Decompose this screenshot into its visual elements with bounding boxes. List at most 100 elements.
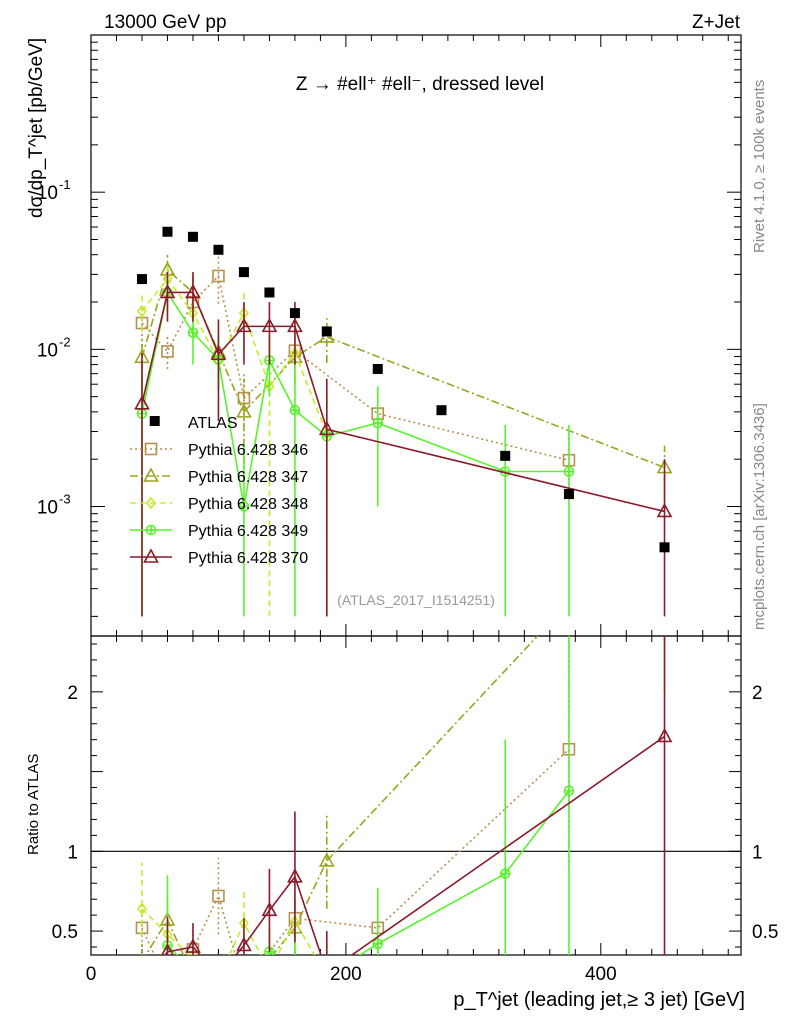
atlas-data-point xyxy=(500,450,511,461)
series-layer xyxy=(134,226,673,1011)
legend-marker xyxy=(145,496,157,510)
ratio-point xyxy=(214,974,223,983)
atlas-data-point xyxy=(659,542,670,553)
plot-title: Z → #ell⁺ #ell⁻, dressed level xyxy=(296,74,544,95)
y-tick-label-exp: -1 xyxy=(59,177,71,192)
atlas-data-point xyxy=(436,405,447,416)
mcplots-label: mcplots.cern.ch [arXiv:1306.3436] xyxy=(751,403,768,630)
ratio-point xyxy=(136,902,148,916)
atlas-data-point xyxy=(187,231,198,242)
atlas-data-point xyxy=(149,415,160,426)
main-plot-frame: 10-310-210-1 xyxy=(37,34,742,955)
data-point xyxy=(563,466,575,477)
legend-marker xyxy=(145,524,157,536)
ratio-point xyxy=(287,868,303,883)
atlas-data-point xyxy=(213,244,224,255)
y-axis-label: dσ/dp_T^jet [pb/GeV] xyxy=(26,38,47,218)
series-pythia-6-428-347-ratio-line xyxy=(144,636,539,955)
watermark: (ATLAS_2017_I1514251) xyxy=(337,592,495,608)
data-point xyxy=(656,502,673,518)
atlas-data-point xyxy=(264,287,275,298)
main-frame-box xyxy=(90,34,742,637)
data-point xyxy=(289,404,301,416)
data-point xyxy=(185,283,201,299)
legend-entry: Pythia 6.428 346 xyxy=(188,442,308,459)
legend-marker xyxy=(144,442,158,456)
ratio-point xyxy=(188,966,197,975)
data-point xyxy=(136,304,148,318)
data-point xyxy=(236,403,252,418)
ratio-point xyxy=(265,966,273,976)
ratio-point xyxy=(236,936,252,952)
legend-entry: Pythia 6.428 348 xyxy=(188,496,308,513)
ratio-tick-label-right: 1 xyxy=(752,842,763,863)
y-tick-label: 10 xyxy=(37,340,58,361)
legend-entry: Pythia 6.428 349 xyxy=(188,523,308,540)
header-left: 13000 GeV pp xyxy=(104,12,227,33)
data-point xyxy=(161,345,174,358)
series-pythia-6-428-346-ratio xyxy=(135,636,576,991)
ratio-tick-label: 1 xyxy=(67,842,78,863)
main-series xyxy=(134,226,673,617)
ratio-tick-label-right: 0.5 xyxy=(752,922,778,943)
ratio-point xyxy=(137,984,146,993)
series-pythia-6-428-347 xyxy=(134,254,673,501)
ratio-point xyxy=(212,889,225,903)
series-pythia-6-428-346 xyxy=(135,256,576,501)
ratio-point xyxy=(372,938,384,950)
ratio-point xyxy=(239,1002,248,1011)
data-point xyxy=(318,420,335,436)
data-point xyxy=(159,283,176,299)
series-pythia-6-428-348-line xyxy=(141,277,328,435)
ratio-frame-box xyxy=(90,635,742,956)
y-tick-label-exp: -3 xyxy=(59,492,71,507)
atlas-data-point xyxy=(372,363,383,374)
atlas-data-point xyxy=(289,308,300,319)
legend-marker xyxy=(143,548,159,563)
ratio-point xyxy=(214,974,222,984)
legend-entry-atlas: ATLAS xyxy=(188,415,238,432)
legend: ATLAS Pythia 6.428 346 Pythia 6.428 347 Pyt… xyxy=(130,415,308,567)
ratio-point xyxy=(290,968,299,977)
y-tick-label-exp: -2 xyxy=(59,334,71,349)
data-point xyxy=(212,269,225,283)
ratio-y-axis-label: Ratio to ATLAS xyxy=(25,754,42,855)
atlas-data-point xyxy=(563,489,574,500)
ratio-point xyxy=(186,969,199,981)
ratio-point xyxy=(318,852,335,867)
x-tick-label: 400 xyxy=(585,964,617,985)
ratio-point xyxy=(162,978,173,989)
ratio-tick-label-right: 2 xyxy=(752,683,763,704)
ratio-tick-label: 0.5 xyxy=(52,922,78,943)
ratio-point xyxy=(656,727,673,743)
series-pythia-6-428-347-ratio xyxy=(140,636,666,995)
y-tick-label: 10 xyxy=(37,183,58,204)
ratio-point xyxy=(563,785,575,797)
data-point xyxy=(236,317,252,333)
atlas-data-point xyxy=(238,267,249,278)
series-pythia-6-428-370-ratio xyxy=(161,636,673,955)
ratio-point xyxy=(261,901,278,917)
x-tick-label: 200 xyxy=(330,964,362,985)
legend-marker xyxy=(143,467,159,482)
series-pythia-6-428-370 xyxy=(134,272,673,617)
data-point xyxy=(261,317,278,333)
ratio-point xyxy=(161,943,174,955)
ratio-point xyxy=(140,952,144,955)
atlas-data-point xyxy=(162,226,173,237)
ratio-point xyxy=(499,868,511,879)
data-point xyxy=(134,395,150,410)
series-pythia-6-428-349-ratio xyxy=(137,636,575,1011)
legend-entry: Pythia 6.428 370 xyxy=(188,550,308,567)
ratio-tick-label: 2 xyxy=(67,683,78,704)
x-tick-label: 0 xyxy=(86,964,97,985)
series-pythia-6-428-348-ratio-line xyxy=(141,908,316,955)
header-right: Z+Jet xyxy=(692,12,741,33)
ratio-plot-frame: 0 200 400 0.5 0.5 1 1 2 2 xyxy=(52,635,778,985)
ratio-point xyxy=(238,980,249,991)
atlas-data xyxy=(136,226,670,553)
ratio-point xyxy=(237,983,250,995)
data-point xyxy=(372,417,384,429)
ratio-series xyxy=(135,636,673,1011)
